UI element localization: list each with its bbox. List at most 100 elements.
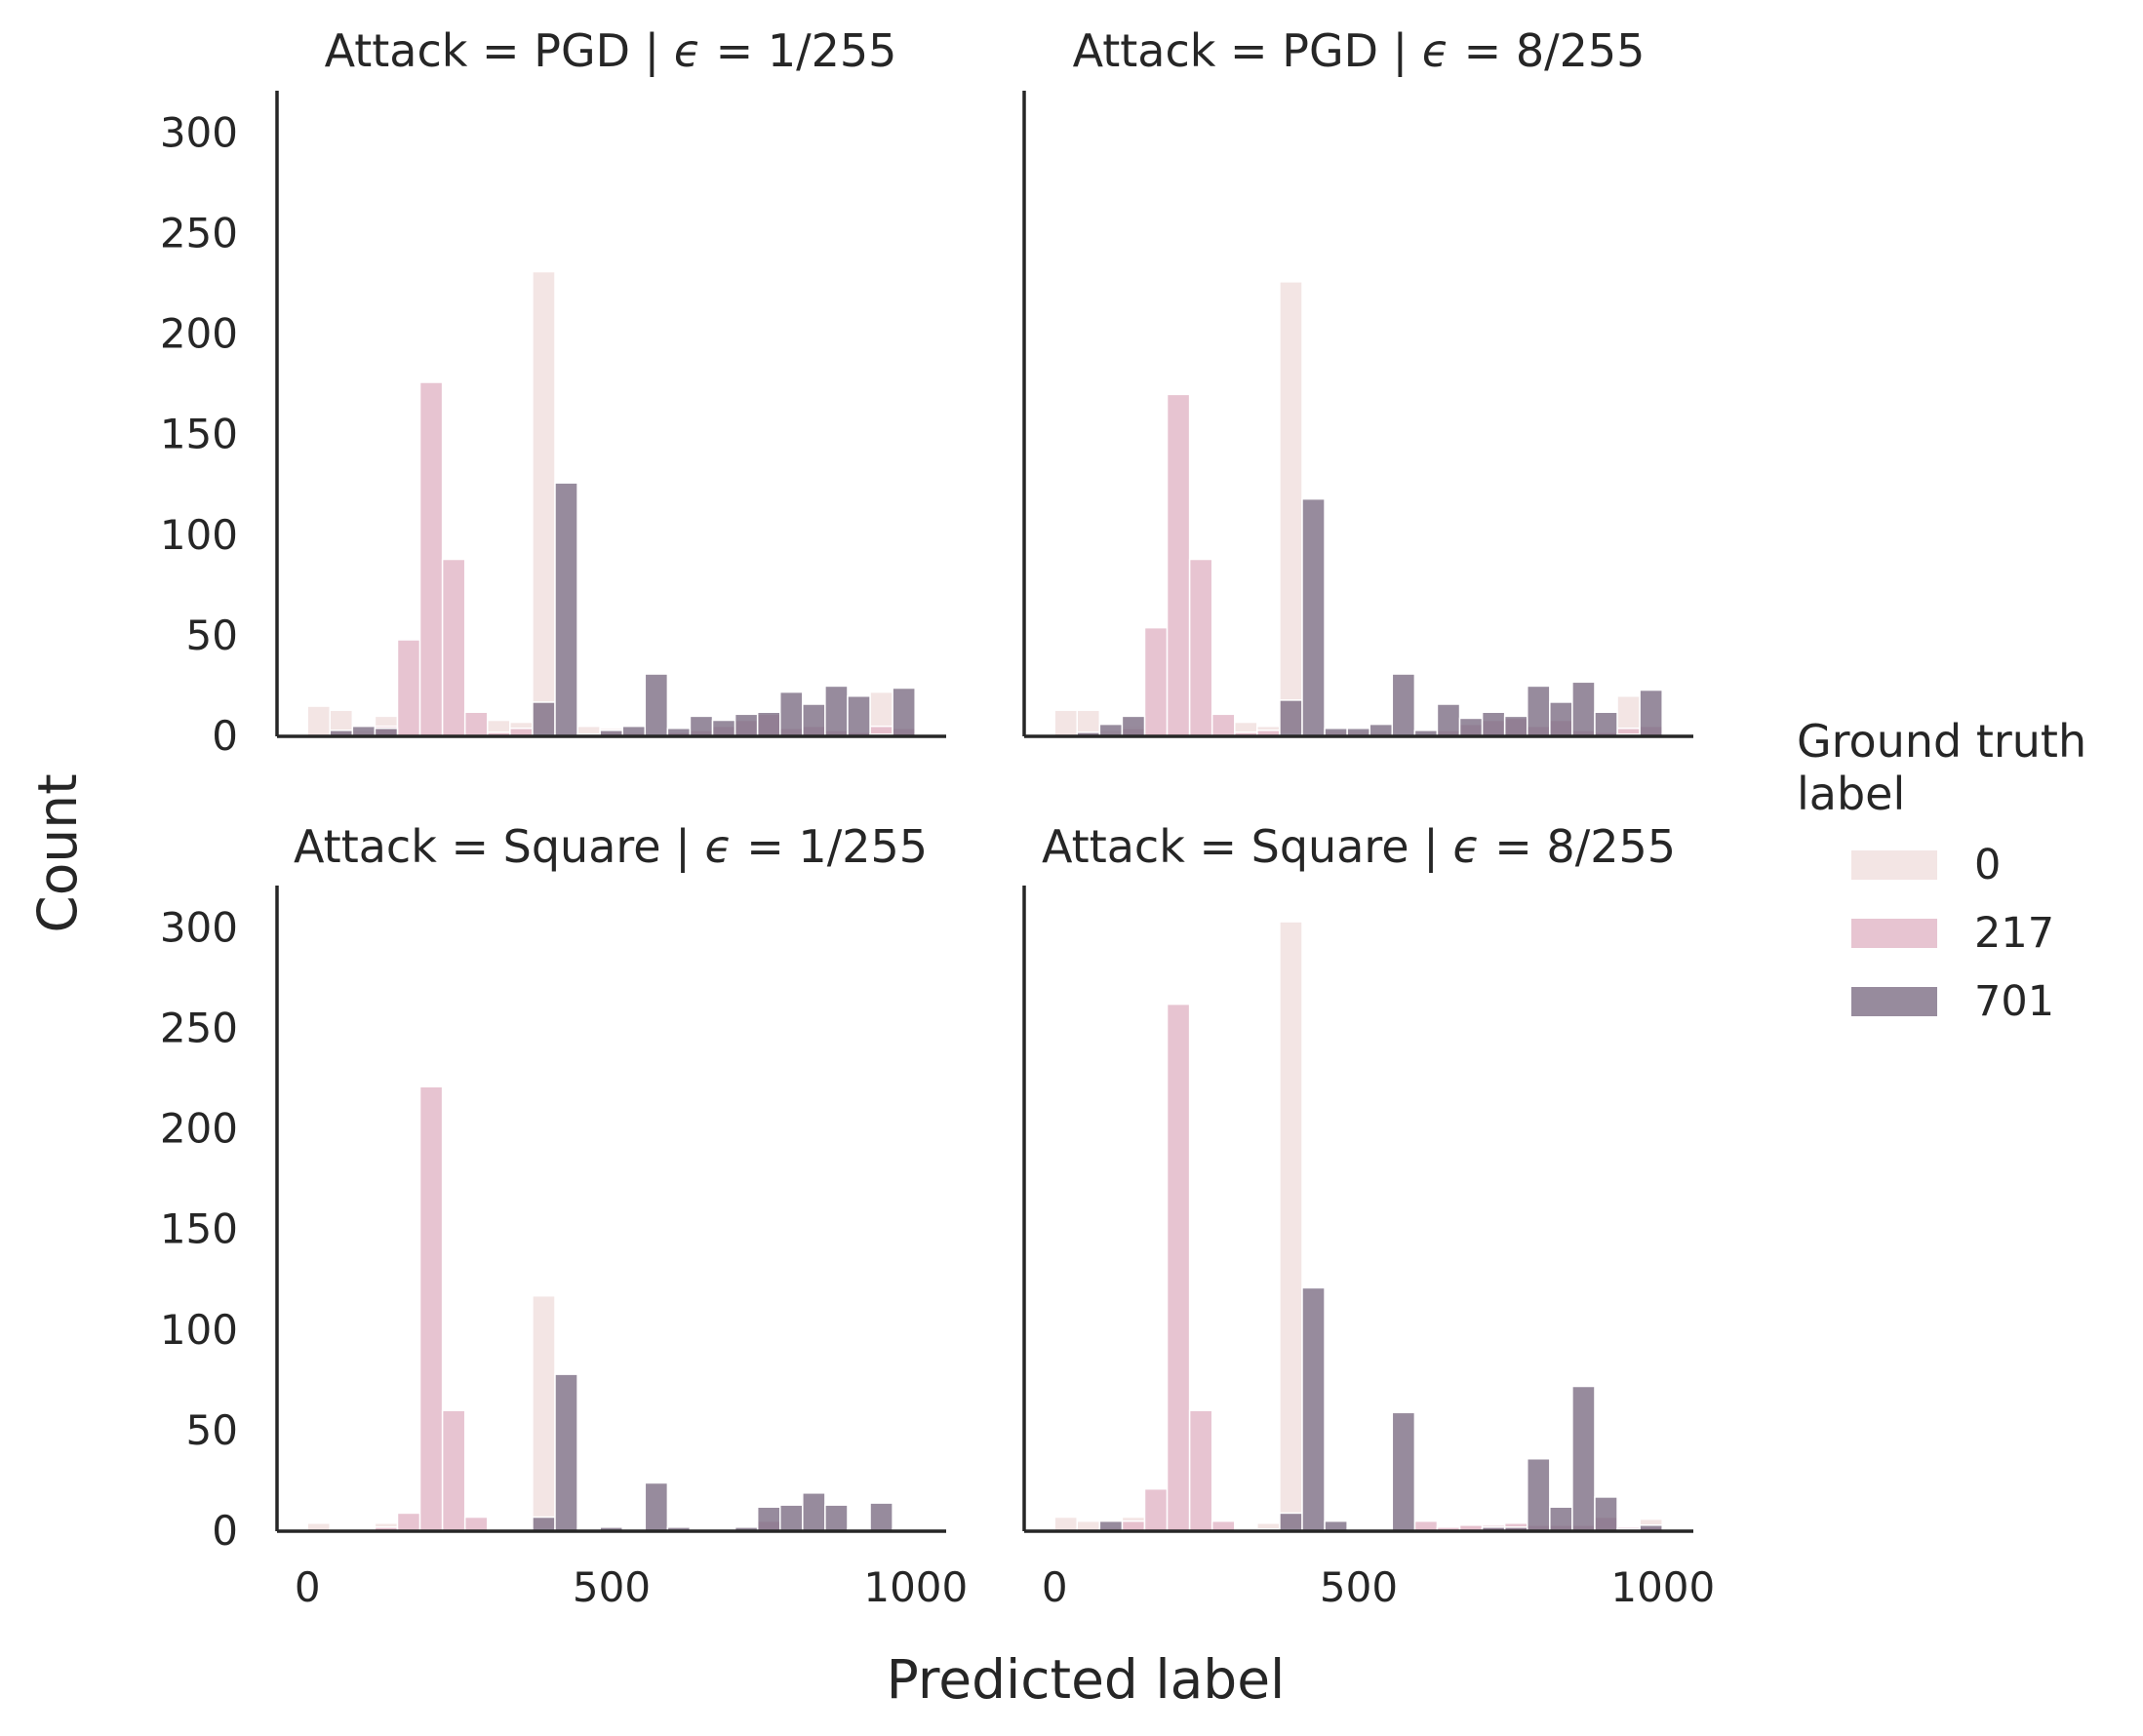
histogram-bars	[306, 270, 916, 737]
panel-pgd-eps-8: Attack = PGD | ϵ = 8/255	[1022, 24, 1693, 738]
y-tick-label: 300	[160, 108, 238, 156]
bar-label-0-bin-10	[532, 1294, 556, 1532]
x-tick-label: 0	[295, 1563, 321, 1611]
bar-label-701-bin-22	[802, 1492, 826, 1532]
x-tick-label: 0	[1042, 1563, 1068, 1611]
bar-label-701-bin-22	[802, 703, 826, 737]
panel-title: Attack = PGD | ϵ = 1/255	[325, 24, 897, 78]
bar-label-701-bin-15	[644, 673, 669, 737]
bar-label-0-bin-10	[1279, 281, 1303, 737]
panel-title: Attack = Square | ϵ = 8/255	[1042, 820, 1676, 874]
histogram-bars	[1053, 921, 1663, 1532]
y-tick-label: 0	[212, 1507, 238, 1555]
bar-label-701-bin-18	[711, 719, 736, 737]
bar-label-701-bin-20	[756, 711, 781, 737]
bar-label-0-bin-10	[532, 270, 556, 737]
y-tick-label: 200	[160, 1105, 238, 1153]
bar-label-217-bin-6	[441, 558, 466, 737]
bar-label-217-bin-5	[1166, 393, 1191, 737]
bar-label-217-bin-4	[396, 1512, 421, 1532]
bar-label-701-bin-15	[644, 1481, 669, 1532]
y-tick-label: 100	[160, 1306, 238, 1354]
bar-label-217-bin-4	[396, 639, 421, 737]
legend: Ground truth label 0 217 701	[1797, 715, 2086, 1026]
bar-label-217-bin-6	[441, 1409, 466, 1532]
bar-label-701-bin-22	[1549, 701, 1573, 737]
y-tick-label: 100	[160, 511, 238, 559]
bar-label-701-bin-11	[554, 1373, 578, 1532]
bar-label-701-bin-23	[1571, 1385, 1596, 1532]
bar-label-701-bin-3	[1121, 715, 1146, 737]
axes	[1022, 91, 1693, 738]
y-tick-label: 50	[186, 1406, 238, 1454]
x-tick-label: 1000	[863, 1563, 968, 1611]
legend-entry-label: 217	[1974, 909, 2054, 958]
y-tick-label: 250	[160, 1004, 238, 1051]
axes: 0 50 100 150 200 250 300	[160, 91, 946, 760]
bar-label-701-bin-15	[1391, 673, 1416, 737]
legend-swatch	[1851, 850, 1937, 880]
bar-label-701-bin-11	[1301, 1286, 1326, 1532]
bar-label-217-bin-5	[418, 1085, 444, 1532]
bar-label-701-bin-21	[779, 1504, 804, 1532]
y-tick-label: 300	[160, 903, 238, 951]
bar-label-701-bin-17	[1436, 703, 1461, 737]
y-tick-label: 0	[212, 712, 238, 760]
bar-label-701-bin-11	[1301, 497, 1326, 737]
panel-pgd-eps-1: Attack = PGD | ϵ = 1/255 0 50 100 150 200 250…	[160, 24, 946, 760]
bar-label-701-bin-10	[1279, 1512, 1303, 1532]
bar-label-217-bin-6	[1188, 1409, 1213, 1532]
panel-square-eps-1: Attack = Square | ϵ = 1/255 0 50 100 150 200…	[160, 820, 968, 1611]
bar-label-701-bin-14	[1369, 723, 1394, 737]
y-tick-label: 250	[160, 209, 238, 256]
bar-label-701-bin-22	[1549, 1506, 1573, 1532]
bar-label-701-bin-23	[824, 1504, 849, 1532]
bar-label-701-bin-20	[756, 1506, 781, 1532]
x-tick-label: 500	[1320, 1563, 1398, 1611]
legend-swatch	[1851, 919, 1937, 948]
bar-label-701-bin-25	[869, 1502, 893, 1532]
bar-label-217-bin-4	[1143, 626, 1169, 737]
y-tick-label: 150	[160, 1205, 238, 1253]
bar-label-701-bin-24	[1594, 711, 1618, 737]
legend-entry-label: 0	[1974, 841, 2001, 889]
bar-label-701-bin-23	[824, 685, 849, 737]
bar-label-217-bin-7	[463, 711, 489, 737]
bar-label-0-bin-0	[1053, 1516, 1079, 1532]
bar-label-217-bin-4	[1143, 1487, 1169, 1532]
legend-swatch	[1851, 987, 1937, 1016]
bar-label-701-bin-10	[532, 701, 556, 737]
bar-label-0-bin-10	[1279, 921, 1303, 1532]
bar-label-701-bin-15	[1391, 1411, 1416, 1532]
bar-label-701-bin-21	[779, 690, 804, 737]
bar-label-701-bin-20	[1503, 715, 1528, 737]
bar-label-701-bin-23	[1571, 681, 1596, 737]
histogram-bars	[1053, 281, 1663, 737]
bar-label-0-bin-0	[1053, 709, 1079, 737]
panel-square-eps-8: Attack = Square | ϵ = 8/255 0 500 1000	[1022, 820, 1715, 1611]
bar-label-701-bin-18	[1458, 717, 1484, 737]
panel-title: Attack = Square | ϵ = 1/255	[294, 820, 928, 874]
bar-label-701-bin-26	[1639, 689, 1663, 737]
bar-label-701-bin-10	[1279, 699, 1303, 737]
x-axis-label: Predicted label	[887, 1648, 1286, 1711]
bar-label-701-bin-26	[892, 687, 916, 737]
bar-label-701-bin-10	[532, 1516, 556, 1532]
bar-label-701-bin-24	[847, 695, 871, 737]
axes: 0 50 100 150 200 250 300 0 500 1000	[160, 886, 968, 1611]
y-tick-label: 200	[160, 310, 238, 358]
histogram-bars	[306, 1085, 916, 1532]
bar-label-701-bin-11	[554, 482, 578, 737]
legend-title: label	[1797, 768, 1905, 820]
y-axis-label: Count	[26, 773, 89, 932]
y-tick-label: 150	[160, 411, 238, 458]
bar-label-701-bin-21	[1527, 1458, 1551, 1532]
bar-label-217-bin-5	[418, 381, 444, 737]
bar-label-701-bin-19	[1481, 711, 1506, 737]
legend-entry-label: 701	[1974, 977, 2054, 1026]
bar-label-701-bin-2	[1098, 723, 1124, 737]
panel-title: Attack = PGD | ϵ = 8/255	[1073, 24, 1646, 78]
bar-label-701-bin-19	[734, 713, 759, 737]
bar-label-701-bin-17	[689, 715, 714, 737]
